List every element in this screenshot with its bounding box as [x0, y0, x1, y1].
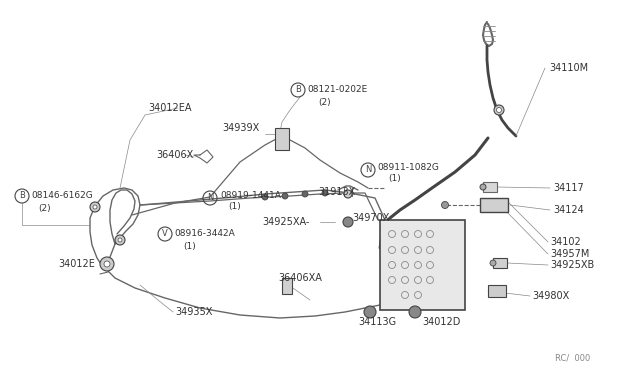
Text: 34113G: 34113G — [358, 317, 396, 327]
Text: 34102: 34102 — [550, 237, 580, 247]
Text: RC/  000: RC/ 000 — [555, 353, 590, 362]
Circle shape — [494, 105, 504, 115]
Text: 34925XB: 34925XB — [550, 260, 595, 270]
Circle shape — [90, 202, 100, 212]
Text: 34939X: 34939X — [222, 123, 259, 133]
Circle shape — [409, 306, 421, 318]
Bar — [483, 182, 497, 192]
Circle shape — [480, 184, 486, 190]
Text: N: N — [207, 193, 213, 202]
Bar — [380, 220, 465, 310]
Circle shape — [262, 194, 268, 200]
Text: 08121-0202E: 08121-0202E — [307, 86, 367, 94]
Bar — [493, 258, 507, 268]
Text: 31913X: 31913X — [318, 187, 355, 197]
Text: V: V — [162, 230, 168, 238]
Circle shape — [115, 235, 125, 245]
Text: (1): (1) — [183, 241, 196, 250]
Circle shape — [282, 193, 288, 199]
Text: 34925XA-: 34925XA- — [262, 217, 309, 227]
Bar — [282, 278, 292, 294]
Text: N: N — [365, 166, 371, 174]
Circle shape — [118, 238, 122, 242]
Text: 36406X: 36406X — [156, 150, 193, 160]
Circle shape — [442, 202, 449, 208]
Text: 34935X: 34935X — [175, 307, 212, 317]
Text: (1): (1) — [228, 202, 241, 212]
Text: (2): (2) — [318, 97, 331, 106]
Circle shape — [343, 217, 353, 227]
Text: 34980X: 34980X — [532, 291, 569, 301]
Circle shape — [93, 205, 97, 209]
Circle shape — [344, 190, 352, 198]
Circle shape — [364, 306, 376, 318]
Circle shape — [497, 108, 502, 112]
Text: (1): (1) — [388, 174, 401, 183]
Text: 34957M: 34957M — [550, 249, 589, 259]
Text: (2): (2) — [38, 203, 51, 212]
Text: 34012EA: 34012EA — [148, 103, 191, 113]
Bar — [275, 128, 289, 150]
Text: 08919-1441A: 08919-1441A — [220, 192, 281, 201]
Text: 08916-3442A: 08916-3442A — [174, 230, 235, 238]
Circle shape — [100, 257, 114, 271]
Circle shape — [104, 261, 110, 267]
Bar — [488, 285, 506, 297]
Text: 08146-6162G: 08146-6162G — [31, 192, 93, 201]
Text: 34110M: 34110M — [549, 63, 588, 73]
Text: 34012D: 34012D — [422, 317, 460, 327]
Text: 36406XA: 36406XA — [278, 273, 322, 283]
Text: 34117: 34117 — [553, 183, 584, 193]
Text: 34970X: 34970X — [352, 213, 389, 223]
Bar — [480, 198, 508, 212]
Text: 34124: 34124 — [553, 205, 584, 215]
Circle shape — [302, 191, 308, 197]
Text: B: B — [19, 192, 25, 201]
Circle shape — [490, 260, 496, 266]
Text: B: B — [295, 86, 301, 94]
Text: 34012E: 34012E — [58, 259, 95, 269]
Circle shape — [322, 190, 328, 196]
Text: 08911-1082G: 08911-1082G — [377, 164, 439, 173]
